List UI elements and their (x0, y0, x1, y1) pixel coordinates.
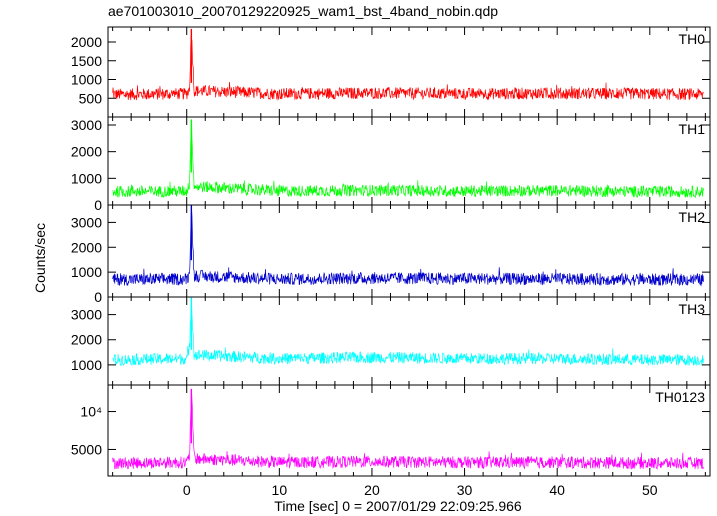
x-tick-label: 30 (457, 482, 473, 498)
y-tick-label: 5000 (71, 441, 102, 457)
light-curve-th0123 (112, 391, 704, 470)
y-tick-label: 1500 (71, 53, 102, 69)
y-tick-label: 3000 (71, 214, 102, 230)
panel-frame-th2 (107, 204, 711, 298)
y-tick-label: 2000 (71, 332, 102, 348)
y-tick-label: 1000 (71, 264, 102, 280)
panel-label-th0123: TH0123 (655, 389, 705, 405)
panel-label-th3: TH3 (679, 301, 706, 317)
y-tick-label: 2000 (71, 239, 102, 255)
x-axis-label: Time [sec] 0 = 2007/01/29 22:09:25.966 (274, 498, 522, 514)
chart-title: ae701003010_20070129220925_wam1_bst_4ban… (108, 3, 499, 19)
x-tick-label: 10 (272, 482, 288, 498)
panel-label-th0: TH0 (679, 31, 706, 47)
y-tick-label: 1000 (71, 170, 102, 186)
panel-frame-th0 (107, 26, 711, 118)
panel-label-th2: TH2 (679, 209, 706, 225)
light-curve-th3 (112, 301, 704, 367)
x-tick-label: 0 (183, 482, 191, 498)
y-tick-label: 3000 (71, 117, 102, 133)
x-tick-label: 50 (642, 482, 658, 498)
panel-label-th1: TH1 (679, 121, 706, 137)
light-curve-th1 (112, 119, 704, 198)
y-tick-label: 0 (94, 289, 102, 305)
panel-frame-th3 (107, 296, 711, 386)
y-tick-label: 2000 (71, 34, 102, 50)
y-tick-label: 3000 (71, 307, 102, 323)
x-tick-label: 20 (364, 482, 380, 498)
y-tick-label: 500 (79, 90, 103, 106)
y-tick-label: 0 (94, 197, 102, 213)
x-tick-label: 40 (549, 482, 565, 498)
y-tick-label: 1000 (71, 72, 102, 88)
light-curve-th2 (112, 207, 704, 287)
y-tick-label: 1000 (71, 357, 102, 373)
y-tick-label: 2000 (71, 144, 102, 160)
y-tick-label: 10⁴ (80, 404, 102, 420)
light-curve-th0 (112, 36, 704, 101)
